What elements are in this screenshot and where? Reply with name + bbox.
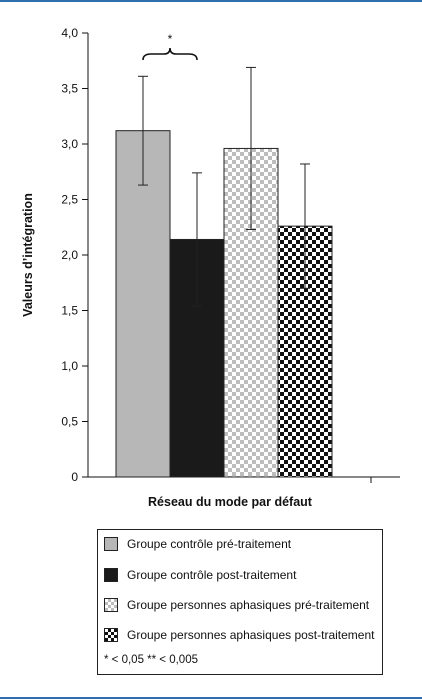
top-border [0,0,422,2]
significance-marker: * [142,32,198,61]
legend-item-aphasic-post: Groupe personnes aphasiques post-traitem… [104,627,374,643]
bar-chart: 0 0,5 1,0 1,5 2,0 2,5 3,0 3,5 4,0 * Valeurs d’in… [21,26,400,509]
legend-item-control-post: Groupe contrôle post-traitement [104,567,296,583]
legend-swatch-dark-check [104,628,118,642]
bottom-border [0,697,422,699]
y-tick-label: 2,0 [61,248,78,262]
x-axis-title: Réseau du mode par défaut [148,495,313,509]
legend-swatch-black [104,568,118,582]
legend-label: Groupe personnes aphasiques post-traitem… [127,628,375,642]
significance-brace [142,47,198,61]
y-tick-label: 1,5 [61,304,78,318]
significance-footnote: * < 0,05 ** < 0,005 [104,654,198,666]
legend-item-aphasic-pre: Groupe personnes aphasiques pré-traiteme… [104,597,369,613]
legend-swatch-light-check [104,598,118,612]
y-tick-label: 3,0 [61,137,78,151]
y-axis: 0 0,5 1,0 1,5 2,0 2,5 3,0 3,5 4,0 [61,26,400,484]
y-tick-label: 1,0 [61,359,78,373]
legend-label: Groupe contrôle post-traitement [127,568,297,582]
y-tick-label: 3,5 [61,82,78,96]
y-tick-label: 0 [71,470,78,484]
legend-label: Groupe personnes aphasiques pré-traiteme… [127,598,370,612]
legend-label: Groupe contrôle pré-traitement [127,537,292,551]
legend-swatch-grey [104,537,118,551]
y-tick-label: 2,5 [61,193,78,207]
bar [223,147,279,478]
legend: Groupe contrôle pré-traitement Groupe co… [97,529,383,675]
y-axis-title: Valeurs d’intégration [21,193,35,317]
y-tick-label: 4,0 [61,26,78,40]
error-bars [138,66,310,307]
significance-label: * [168,32,173,46]
y-tick-label: 0,5 [61,415,78,429]
bar [115,130,171,478]
legend-item-control-pre: Groupe contrôle pré-traitement [104,536,291,552]
bars [115,130,333,478]
